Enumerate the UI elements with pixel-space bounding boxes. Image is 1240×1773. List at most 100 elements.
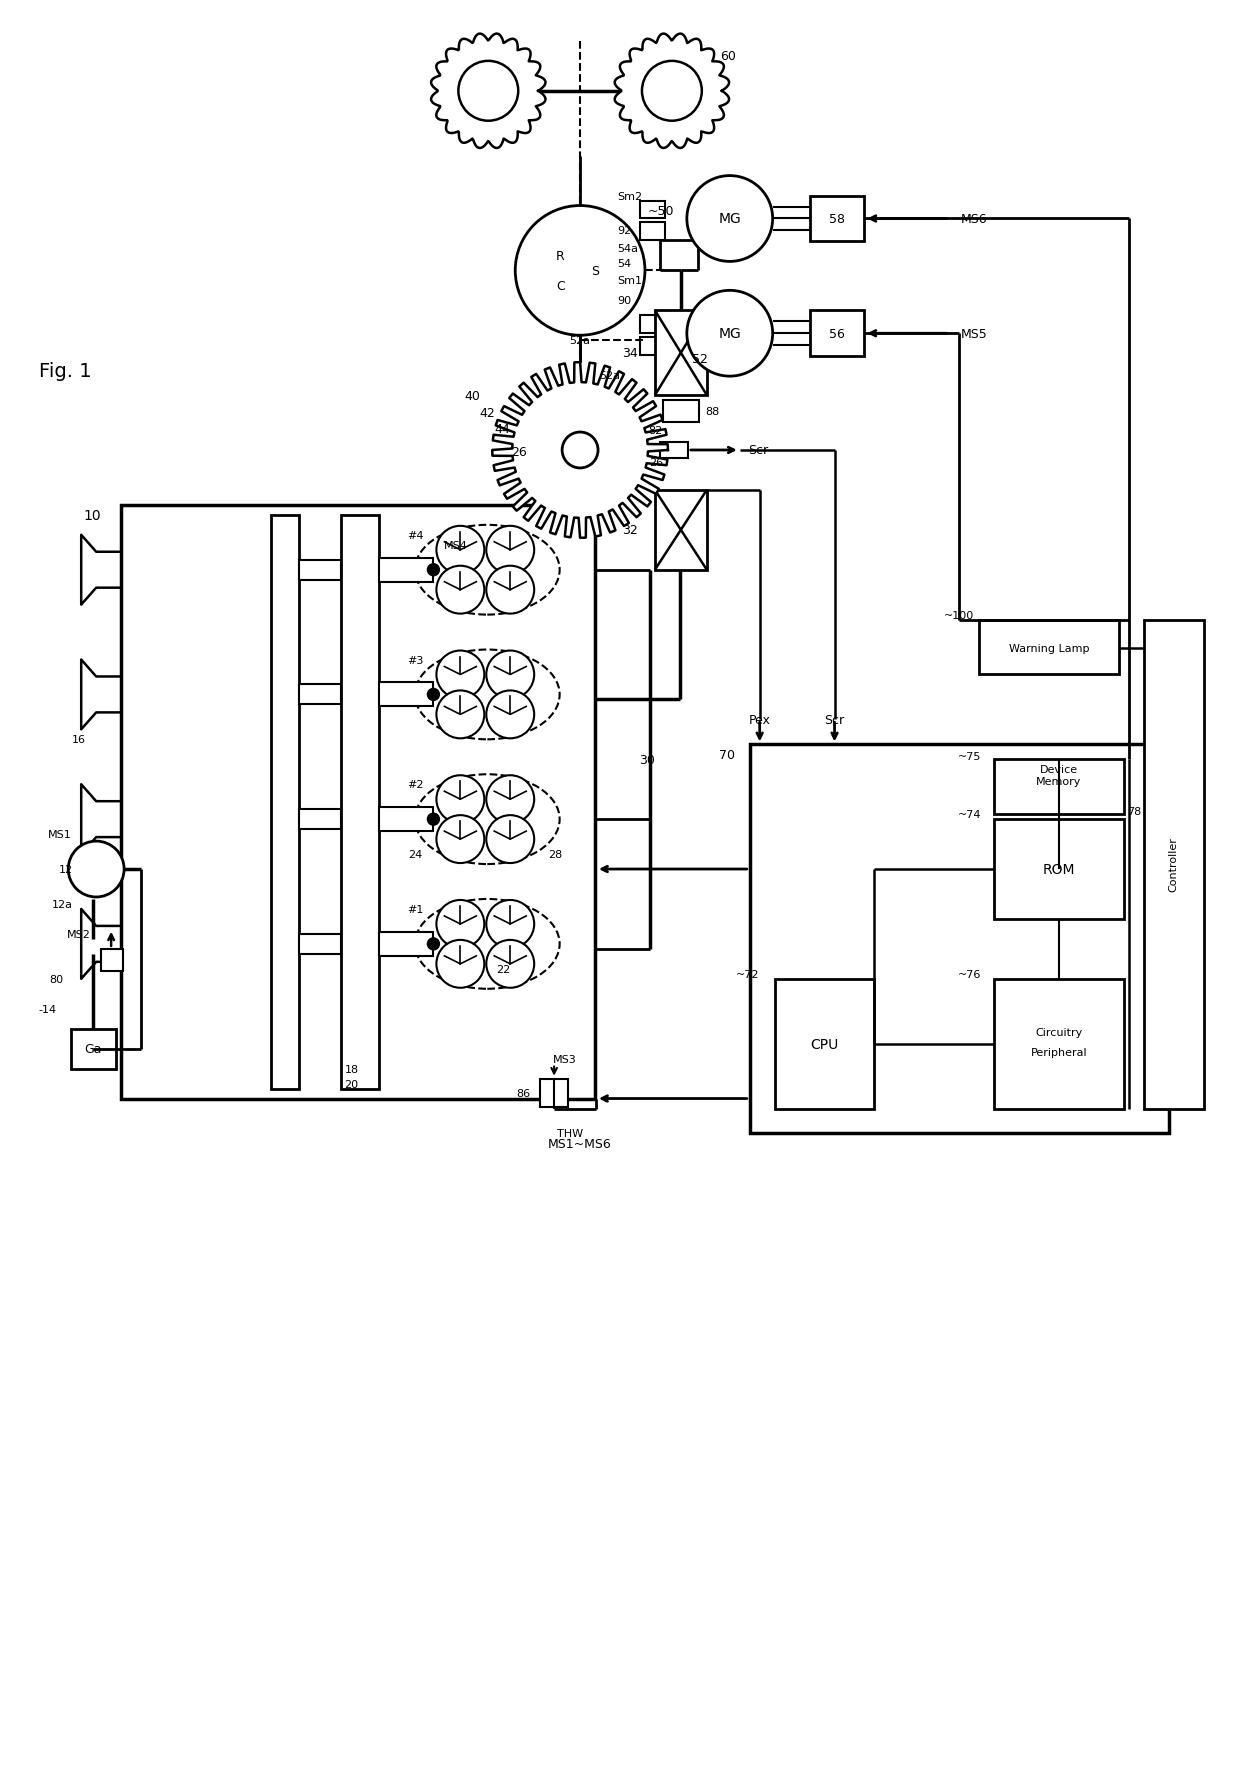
Text: Memory: Memory	[1037, 777, 1081, 787]
Text: 16: 16	[72, 736, 87, 745]
Circle shape	[486, 940, 534, 988]
Text: 54: 54	[618, 259, 631, 269]
Bar	[994, 761, 1123, 816]
Text: 42: 42	[480, 406, 495, 420]
Text: 22: 22	[496, 965, 510, 975]
Text: 60: 60	[719, 50, 735, 64]
Circle shape	[486, 777, 534, 824]
Bar	[810, 310, 864, 356]
Circle shape	[436, 566, 485, 613]
Bar	[663, 401, 699, 422]
Text: 92: 92	[618, 227, 631, 236]
Circle shape	[68, 842, 124, 897]
Text: 52a: 52a	[599, 371, 620, 381]
Circle shape	[642, 62, 702, 122]
Circle shape	[562, 433, 598, 468]
Text: 20: 20	[345, 1080, 358, 1089]
Bar	[640, 223, 665, 241]
Bar	[299, 934, 341, 954]
Text: 40: 40	[465, 390, 480, 402]
Text: C: C	[556, 280, 564, 293]
Text: 70: 70	[719, 748, 735, 761]
Text: MG: MG	[718, 213, 742, 227]
Text: 54a: 54a	[618, 245, 639, 254]
Text: 34: 34	[622, 346, 637, 360]
Circle shape	[436, 940, 485, 988]
Text: 52a: 52a	[569, 337, 590, 346]
Bar	[655, 310, 707, 395]
Text: 80: 80	[50, 973, 63, 984]
Text: 52: 52	[692, 353, 708, 365]
Text: 10: 10	[83, 509, 102, 523]
Bar	[640, 316, 665, 333]
Text: ~75: ~75	[957, 752, 981, 762]
Text: 30: 30	[639, 754, 655, 766]
Text: 18: 18	[345, 1064, 358, 1074]
Text: 26: 26	[511, 447, 527, 459]
Text: -14: -14	[38, 1004, 56, 1014]
Text: Ga: Ga	[84, 1043, 102, 1055]
Text: ~74: ~74	[957, 810, 981, 819]
Bar	[378, 558, 434, 582]
Text: #2: #2	[407, 780, 424, 789]
Text: ROM: ROM	[1043, 862, 1075, 876]
Circle shape	[436, 901, 485, 949]
Text: 78: 78	[1127, 807, 1141, 817]
Bar	[980, 621, 1118, 676]
Bar	[640, 339, 665, 356]
Text: MS1~MS6: MS1~MS6	[548, 1136, 613, 1151]
Text: MG: MG	[718, 326, 742, 340]
Circle shape	[436, 816, 485, 863]
Circle shape	[486, 901, 534, 949]
Bar	[71, 1028, 117, 1069]
Bar	[299, 810, 341, 830]
Bar	[299, 684, 341, 706]
Text: MS3: MS3	[553, 1053, 577, 1064]
Circle shape	[436, 777, 485, 824]
Text: ~76: ~76	[957, 970, 981, 979]
Text: 88: 88	[704, 406, 719, 417]
Circle shape	[428, 564, 439, 576]
Text: Circuitry: Circuitry	[1035, 1027, 1083, 1037]
Bar	[994, 819, 1123, 920]
Bar	[378, 683, 434, 707]
Bar	[299, 560, 341, 580]
Circle shape	[486, 651, 534, 699]
Bar	[378, 808, 434, 832]
Bar	[640, 202, 665, 220]
Text: S: S	[591, 264, 599, 278]
Text: MS6: MS6	[961, 213, 988, 225]
Circle shape	[486, 816, 534, 863]
Text: #3: #3	[407, 656, 424, 665]
Bar	[378, 933, 434, 956]
Text: 24: 24	[408, 849, 423, 860]
Text: 32: 32	[622, 525, 637, 537]
Text: Scr: Scr	[748, 445, 768, 457]
Text: THW: THW	[557, 1129, 583, 1138]
Polygon shape	[432, 34, 546, 149]
Text: Warning Lamp: Warning Lamp	[1009, 644, 1089, 652]
Text: 26: 26	[649, 457, 663, 468]
Text: CPU: CPU	[811, 1037, 838, 1051]
Circle shape	[436, 651, 485, 699]
Bar	[1143, 621, 1204, 1108]
Text: Sm2: Sm2	[618, 191, 642, 202]
Text: ~50: ~50	[649, 206, 675, 218]
Text: 58: 58	[828, 213, 844, 225]
Text: 28: 28	[548, 849, 562, 860]
Text: MS4: MS4	[444, 541, 467, 550]
Circle shape	[436, 691, 485, 739]
Bar	[102, 949, 123, 972]
Circle shape	[436, 527, 485, 574]
Bar	[270, 516, 299, 1089]
Text: MS5: MS5	[961, 328, 988, 340]
Bar	[994, 979, 1123, 1108]
Text: Fig. 1: Fig. 1	[40, 362, 92, 381]
Circle shape	[687, 291, 773, 378]
Text: #4: #4	[407, 530, 424, 541]
Text: Controller: Controller	[1169, 837, 1179, 892]
Text: ~72: ~72	[737, 970, 760, 979]
Bar	[541, 1080, 568, 1106]
Text: Sm1: Sm1	[618, 277, 642, 285]
Circle shape	[428, 814, 439, 826]
